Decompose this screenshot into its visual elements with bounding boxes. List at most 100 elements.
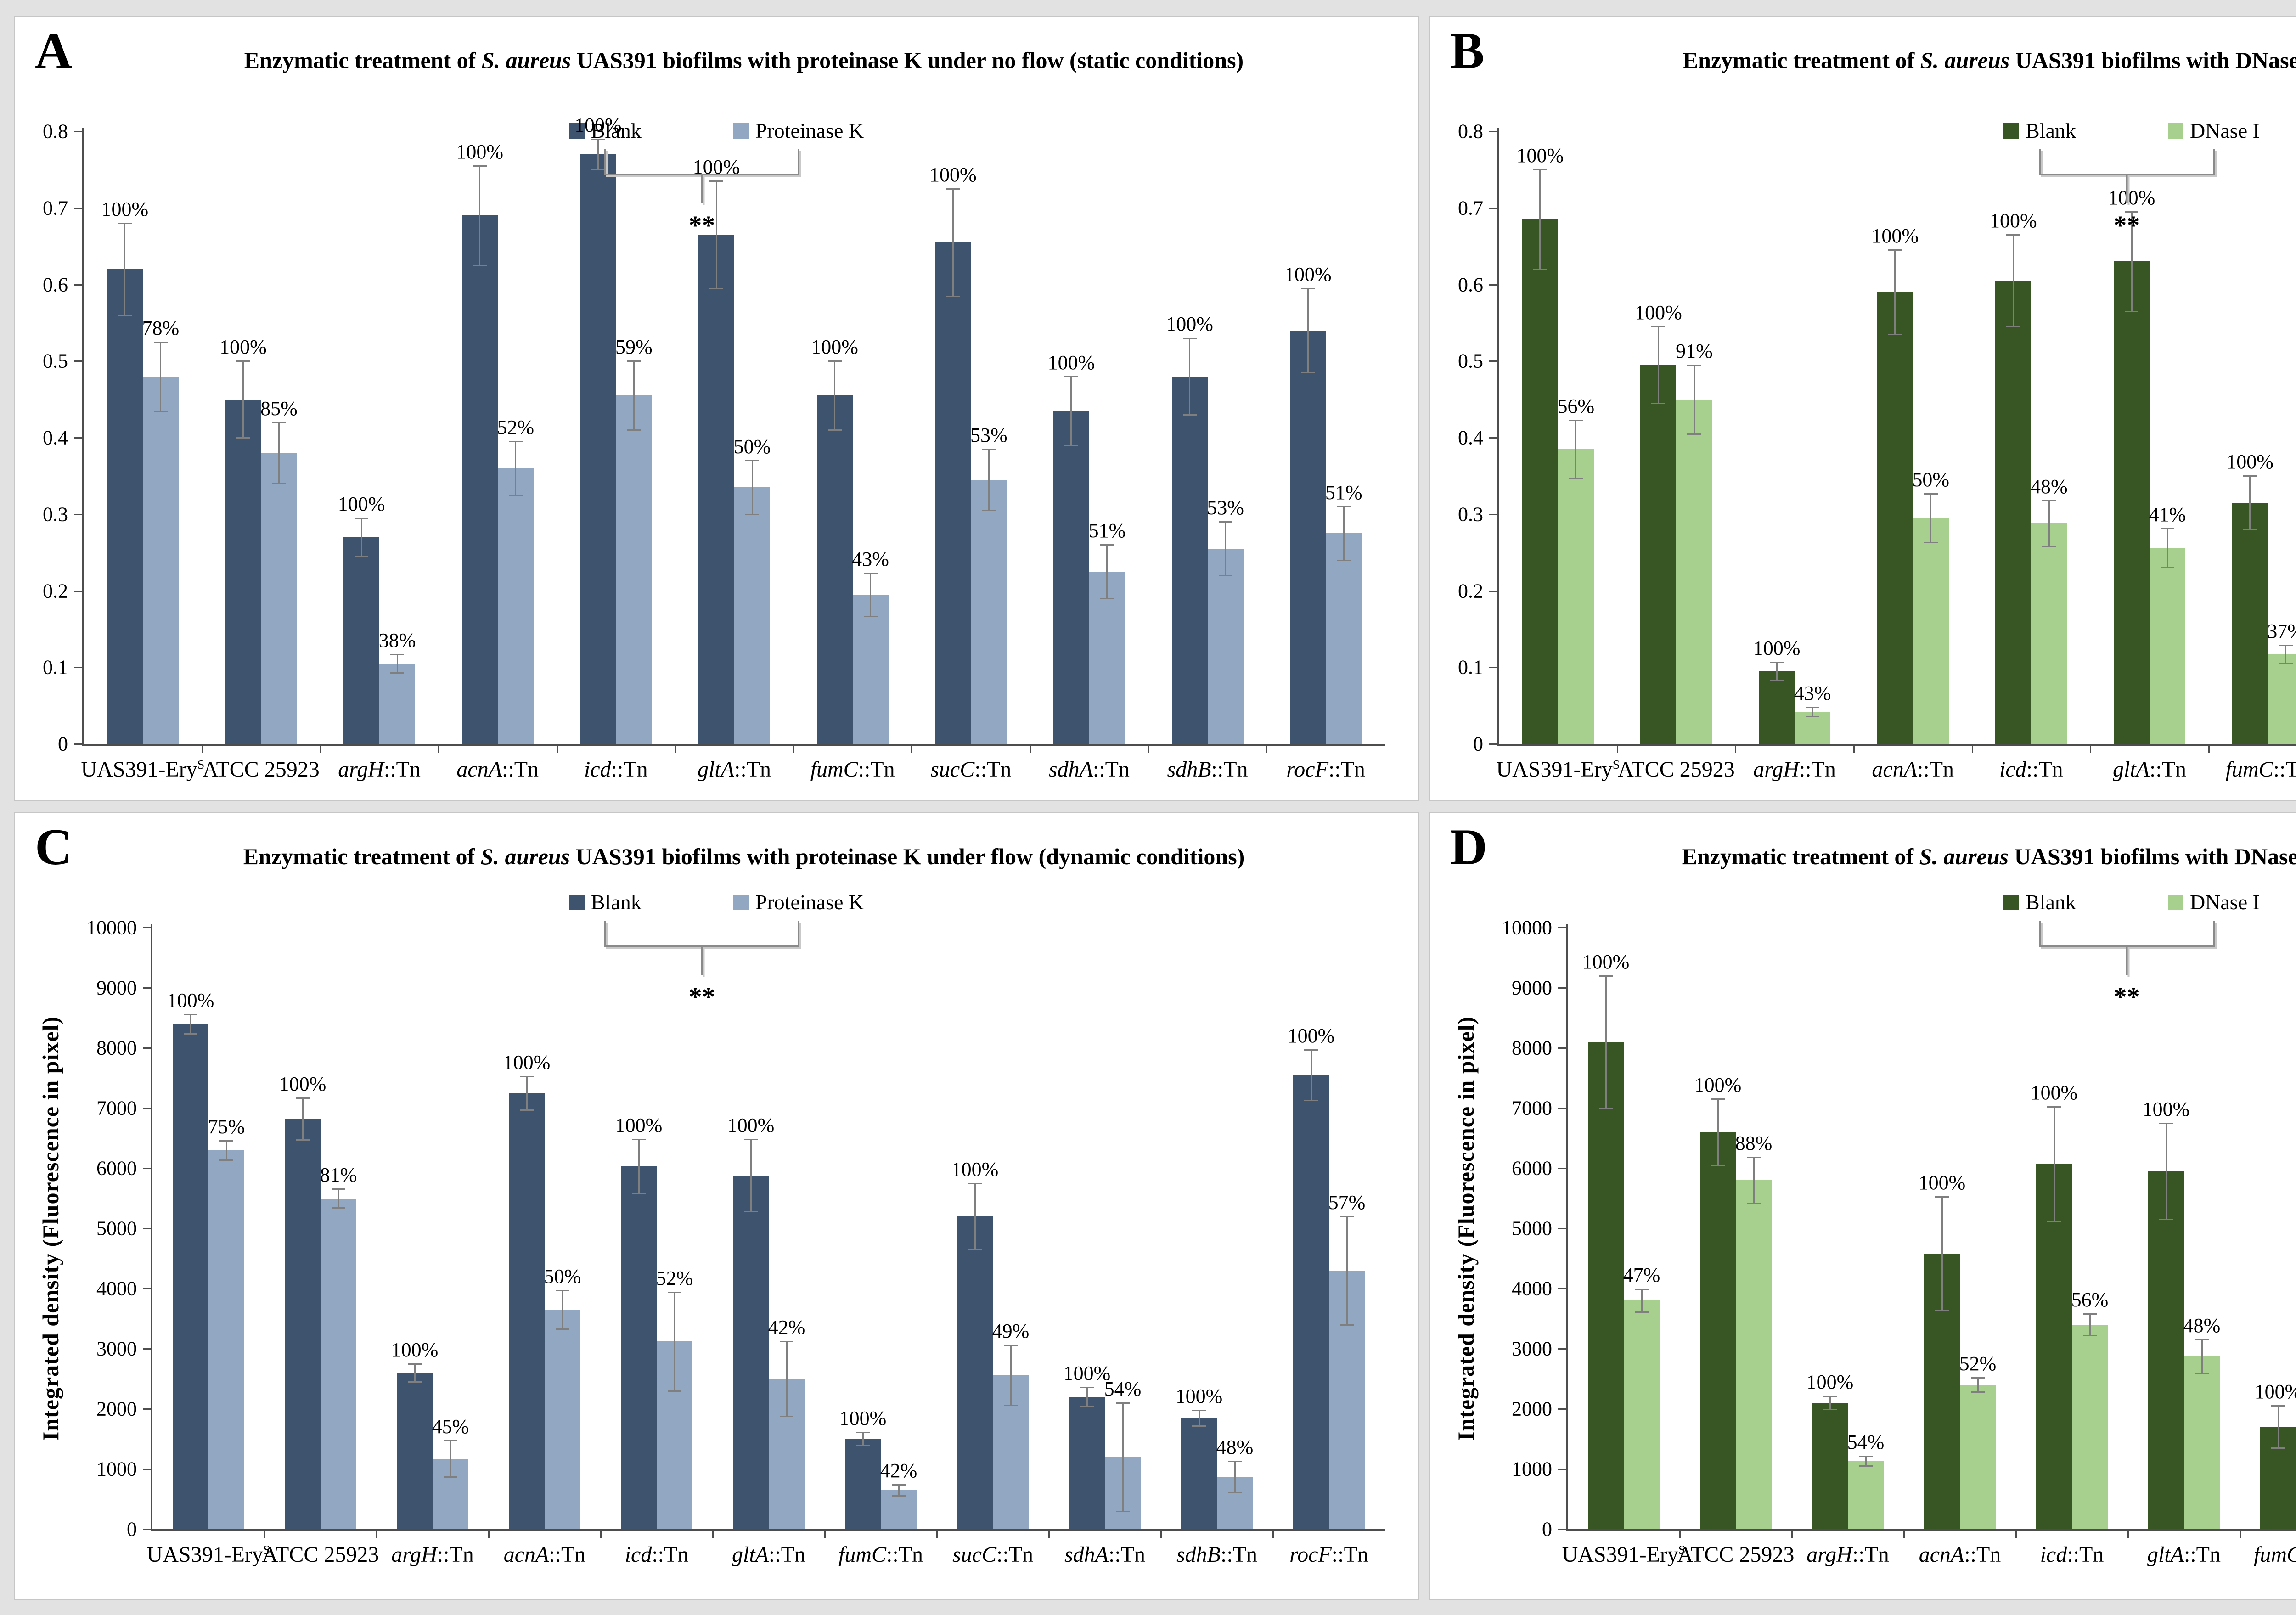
error-bar	[2285, 645, 2287, 664]
bar-treatment	[616, 395, 652, 744]
error-bar-cap	[780, 1415, 793, 1417]
value-label: 100%	[1063, 1362, 1111, 1384]
value-label: 51%	[1325, 481, 1362, 504]
panel-c: C Enzymatic treatment of S. aureus UAS391…	[14, 812, 1419, 1600]
y-tick	[74, 207, 82, 209]
error-bar-cap	[668, 1390, 681, 1392]
value-label: 100%	[2254, 1380, 2296, 1403]
error-bar-cap	[1192, 1425, 1206, 1427]
y-tick-label: 0.2	[43, 580, 68, 602]
bar-treatment	[2031, 523, 2067, 744]
y-tick-label: 0.1	[43, 656, 68, 679]
value-label: 100%	[1990, 209, 2037, 232]
y-tick	[74, 360, 82, 362]
error-bar	[1941, 1196, 1943, 1311]
bar-blank	[285, 1119, 321, 1529]
value-label: 48%	[1216, 1435, 1254, 1458]
x-axis-tick	[1160, 1531, 1162, 1538]
error-bar-cap	[1823, 1409, 1837, 1411]
error-bar-cap	[709, 180, 723, 182]
value-label: 41%	[2149, 503, 2186, 526]
legend-label: Blank	[591, 119, 642, 142]
error-bar	[898, 1485, 900, 1496]
error-bar	[974, 1183, 976, 1249]
error-bar-cap	[1687, 364, 1701, 366]
legend-swatch	[568, 894, 585, 910]
y-tick-label: 2000	[1512, 1397, 1552, 1420]
error-bar	[1234, 1461, 1236, 1493]
x-axis-tick	[936, 1531, 938, 1538]
error-bar	[160, 342, 162, 411]
error-bar	[1693, 365, 1695, 434]
bar-blank	[1759, 671, 1795, 744]
error-bar-cap	[1004, 1345, 1018, 1346]
y-tick	[143, 1469, 151, 1470]
x-axis-tick	[556, 746, 558, 753]
error-bar-cap	[1651, 402, 1666, 404]
error-bar	[952, 189, 954, 296]
y-tick-label: 1000	[1512, 1457, 1552, 1480]
y-tick	[1558, 1529, 1566, 1530]
y-tick	[74, 131, 82, 132]
error-bar-cap	[184, 1013, 197, 1015]
error-bar-cap	[827, 429, 842, 431]
legend-swatch	[2003, 894, 2020, 910]
panel-letter: C	[35, 819, 72, 876]
x-axis-tick	[2127, 1531, 2129, 1538]
error-bar-cap	[2125, 310, 2138, 312]
error-bar	[225, 1140, 227, 1160]
x-axis-tick	[712, 1531, 714, 1538]
bar-blank	[816, 395, 853, 744]
x-axis-tick	[2015, 1531, 2017, 1538]
error-bar	[2131, 212, 2133, 311]
bar-treatment	[1089, 571, 1125, 744]
y-tick	[1558, 927, 1566, 928]
bar-blank	[733, 1175, 769, 1529]
panel-a: A Enzymatic treatment of S. aureus UAS391…	[14, 16, 1419, 801]
error-bar-cap	[2006, 326, 2020, 328]
error-bar-cap	[1935, 1310, 1949, 1312]
y-tick	[74, 743, 82, 745]
error-bar-cap	[632, 1139, 646, 1141]
x-axis-tick	[320, 746, 321, 753]
y-tick-label: 0.3	[1458, 503, 1483, 526]
bar-treatment	[2184, 1356, 2220, 1529]
x-axis-tick	[1616, 746, 1618, 753]
bar-treatment	[1558, 449, 1594, 744]
x-axis-tick	[1266, 746, 1268, 753]
error-bar-cap	[744, 1139, 758, 1141]
x-category-label: ATCC 25923	[1677, 1542, 1795, 1567]
bar-treatment	[2072, 1324, 2108, 1529]
panel-b: B Enzymatic treatment of S. aureus UAS391…	[1429, 16, 2296, 801]
bar-blank	[1812, 1402, 1848, 1529]
error-bar-cap	[520, 1109, 534, 1111]
error-bar-cap	[1080, 1386, 1094, 1388]
x-category-label: fumC::Tn	[838, 1542, 923, 1567]
y-tick	[1489, 284, 1497, 286]
error-bar-cap	[272, 483, 286, 485]
x-axis-tick	[264, 1531, 265, 1538]
value-label: 100%	[692, 156, 740, 179]
y-tick-label: 0.4	[1458, 426, 1483, 449]
error-bar	[414, 1363, 416, 1382]
value-label: 100%	[219, 336, 267, 359]
panel-title: Enzymatic treatment of S. aureus UAS391 …	[244, 47, 1244, 73]
error-bar-cap	[827, 360, 842, 362]
value-label: 50%	[544, 1265, 581, 1288]
y-tick-label: 0.5	[1458, 349, 1483, 372]
y-tick-label: 5000	[1512, 1217, 1552, 1240]
error-bar	[751, 461, 753, 514]
value-label: 100%	[279, 1072, 326, 1095]
bar-treatment	[1624, 1300, 1660, 1529]
bar-treatment	[1960, 1384, 1996, 1529]
error-bar-cap	[1301, 287, 1315, 289]
y-tick-label: 0	[1473, 732, 1483, 755]
bar-blank	[2036, 1164, 2072, 1529]
value-label: 100%	[1918, 1171, 1966, 1194]
x-category-label: gltA::Tn	[2113, 757, 2186, 782]
y-axis	[1566, 924, 1568, 1531]
error-bar-cap	[1116, 1510, 1130, 1512]
panel-letter: D	[1450, 819, 1487, 876]
bar-treatment	[379, 663, 416, 744]
x-axis-tick	[1048, 1531, 1050, 1538]
